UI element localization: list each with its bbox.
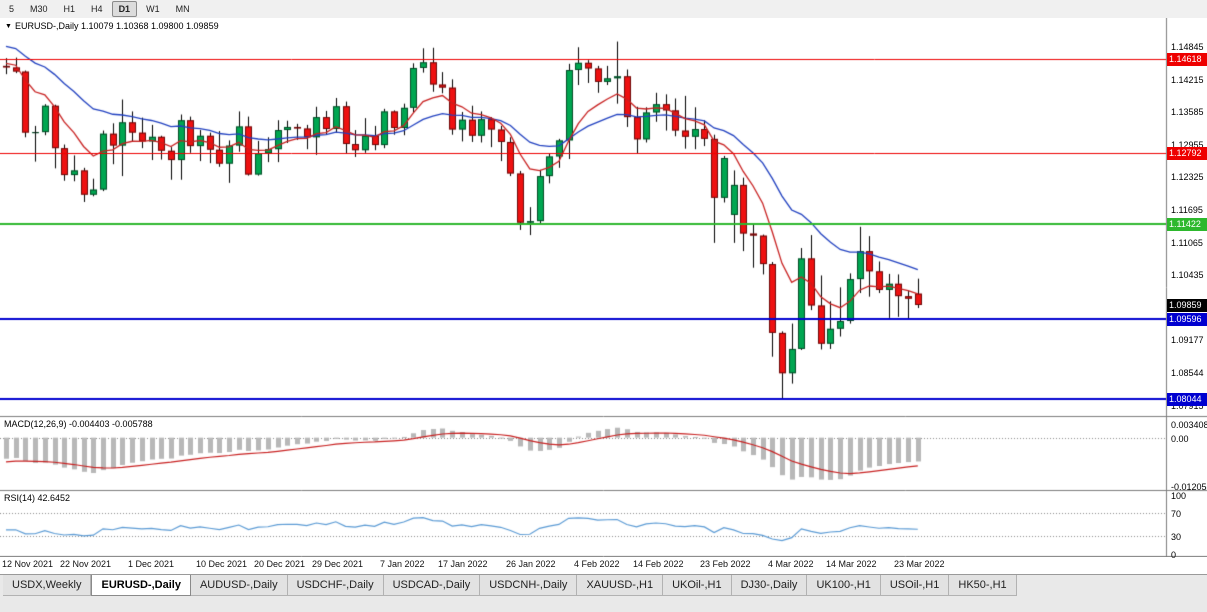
timeframe-button-5[interactable]: 5 xyxy=(9,4,15,14)
date-axis-label: 1 Dec 2021 xyxy=(128,559,175,569)
tab-USDCAD-Daily[interactable]: USDCAD-,Daily xyxy=(383,575,481,596)
rsi-axis-label: 0 xyxy=(1171,550,1177,560)
macd-axis-label: -0.012058 xyxy=(1171,482,1207,492)
timeframe-toolbar: 5 M30 H1 H4 D1 W1 MN xyxy=(0,0,1207,19)
date-axis-label: 4 Feb 2022 xyxy=(574,559,620,569)
timeframe-button-MN[interactable]: MN xyxy=(175,4,190,14)
timeframe-button-D1[interactable]: D1 xyxy=(111,1,138,17)
price-axis-label: 1.12955 xyxy=(1171,140,1204,150)
date-axis-label: 4 Mar 2022 xyxy=(768,559,814,569)
date-axis-label: 10 Dec 2021 xyxy=(196,559,248,569)
rsi-axis-label: 70 xyxy=(1171,509,1182,519)
price-level-badge: 1.09596 xyxy=(1167,313,1207,326)
chart-canvas[interactable] xyxy=(0,18,1207,557)
tab-AUDUSD-Daily[interactable]: AUDUSD-,Daily xyxy=(190,575,288,596)
price-axis-label: 1.13585 xyxy=(1171,107,1204,117)
tab-USDCHF-Daily[interactable]: USDCHF-,Daily xyxy=(287,575,384,596)
date-axis-label: 23 Mar 2022 xyxy=(894,559,945,569)
price-level-badge: 1.14618 xyxy=(1167,53,1207,66)
date-axis-label: 23 Feb 2022 xyxy=(700,559,751,569)
symbol-tab-bar: USDX,Weekly EURUSD-,Daily AUDUSD-,Daily USD… xyxy=(0,574,1207,612)
tab-UKOil-H1[interactable]: UKOil-,H1 xyxy=(663,575,732,596)
date-axis-label: 14 Mar 2022 xyxy=(826,559,877,569)
collapse-triangle-icon[interactable]: ▼ xyxy=(5,23,12,30)
date-axis-label: 26 Jan 2022 xyxy=(506,559,556,569)
tab-XAUUSD-H1[interactable]: XAUUSD-,H1 xyxy=(577,575,664,596)
date-axis-label: 7 Jan 2022 xyxy=(380,559,425,569)
rsi-axis-label: 100 xyxy=(1171,491,1187,501)
price-axis-label: 1.12325 xyxy=(1171,172,1204,182)
price-axis-label: 1.07915 xyxy=(1171,401,1204,411)
date-axis-label: 14 Feb 2022 xyxy=(633,559,684,569)
chart-title-text: EURUSD-,Daily 1.10079 1.10368 1.09800 1.… xyxy=(14,21,219,31)
price-axis-label: 1.10435 xyxy=(1171,270,1204,280)
price-level-badge: 1.08044 xyxy=(1167,393,1207,406)
tab-UK100-H1[interactable]: UK100-,H1 xyxy=(807,575,881,596)
tab-USOil-H1[interactable]: USOil-,H1 xyxy=(880,575,950,596)
tab-DJ30-Daily[interactable]: DJ30-,Daily xyxy=(731,575,808,596)
macd-axis-label: 0.003408 xyxy=(1171,420,1207,430)
tab-USDCNH-Daily[interactable]: USDCNH-,Daily xyxy=(480,575,578,596)
price-axis-label: 1.08544 xyxy=(1171,368,1204,378)
date-axis-label: 22 Nov 2021 xyxy=(60,559,112,569)
current-price-badge: 1.09859 xyxy=(1167,299,1207,312)
tab-HK50-H1[interactable]: HK50-,H1 xyxy=(949,575,1017,596)
price-axis-label: 1.14215 xyxy=(1171,75,1204,85)
price-level-badge: 1.12792 xyxy=(1167,147,1207,160)
rsi-axis-label: 30 xyxy=(1171,532,1182,542)
macd-axis-label: 0.00 xyxy=(1171,434,1189,444)
date-axis-label: 12 Nov 2021 xyxy=(2,559,54,569)
timeframe-button-H1[interactable]: H1 xyxy=(63,4,76,14)
tab-EURUSD-Daily[interactable]: EURUSD-,Daily xyxy=(91,575,191,596)
chart-title: ▼ EURUSD-,Daily 1.10079 1.10368 1.09800 1… xyxy=(5,21,219,31)
price-axis-label: 1.11695 xyxy=(1171,205,1203,215)
price-axis-label: 1.11065 xyxy=(1171,238,1203,248)
timeframe-button-W1[interactable]: W1 xyxy=(146,4,160,14)
rsi-label: RSI(14) 42.6452 xyxy=(4,493,71,503)
tab-USDX-Weekly[interactable]: USDX,Weekly xyxy=(3,575,92,596)
date-axis-label: 29 Dec 2021 xyxy=(312,559,364,569)
timeframe-button-M30[interactable]: M30 xyxy=(30,4,48,14)
date-axis-label: 17 Jan 2022 xyxy=(438,559,488,569)
price-axis-label: 1.09177 xyxy=(1171,335,1204,345)
price-level-badge: 1.11422 xyxy=(1167,218,1207,231)
macd-label: MACD(12,26,9) -0.004403 -0.005788 xyxy=(4,419,153,429)
chart-window: ▼ EURUSD-,Daily 1.10079 1.10368 1.09800 1… xyxy=(0,18,1207,575)
timeframe-button-H4[interactable]: H4 xyxy=(91,4,103,14)
date-axis-label: 20 Dec 2021 xyxy=(254,559,306,569)
price-axis-label: 1.14845 xyxy=(1171,42,1204,52)
